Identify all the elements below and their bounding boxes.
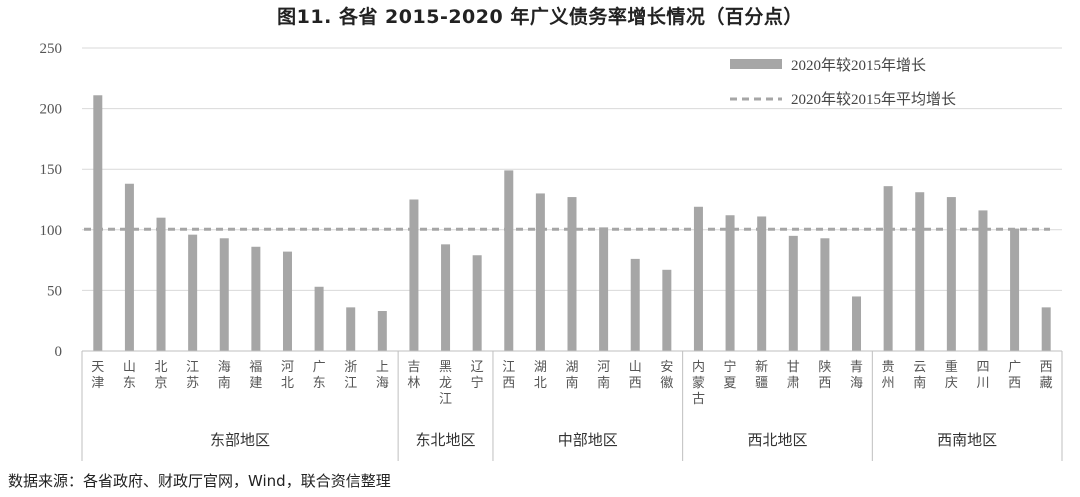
x-tick-label: 山东: [123, 360, 136, 391]
group-label: 东北地区: [416, 431, 476, 449]
x-tick-label: 贵州: [882, 360, 895, 391]
x-tick-label: 天津: [91, 360, 104, 391]
bar: [915, 192, 925, 351]
bar: [567, 197, 577, 351]
x-tick-label: 湖北: [534, 360, 547, 391]
x-tick-label: 河南: [597, 360, 610, 391]
group-label: 中部地区: [558, 431, 618, 449]
bar: [504, 170, 514, 351]
y-tick-label: 100: [40, 223, 63, 239]
bar: [852, 296, 862, 351]
legend-label-bar: 2020年较2015年增长: [791, 56, 926, 74]
x-tick-label: 广西: [1008, 360, 1021, 391]
bar: [535, 193, 545, 351]
x-tick-label: 浙江: [344, 360, 357, 391]
x-tick-label: 重庆: [945, 359, 958, 391]
group-label: 西南地区: [937, 431, 997, 449]
bar: [693, 206, 703, 351]
bar: [93, 95, 103, 351]
bar: [662, 269, 672, 351]
bar: [788, 235, 798, 351]
x-tick-label: 江西: [502, 360, 515, 391]
x-tick-label: 广东: [313, 360, 326, 391]
y-tick-label: 200: [40, 102, 63, 118]
bar-layer: [93, 95, 1051, 351]
x-tick-label: 吉林: [407, 360, 420, 391]
x-tick-label: 黑龙江: [439, 360, 452, 407]
bar: [314, 286, 324, 351]
x-tick-label: 四川: [976, 360, 989, 391]
source-note: 数据来源：各省政府、财政厅官网，Wind，联合资信整理: [8, 472, 391, 490]
group-label: 西北地区: [747, 431, 807, 449]
chart-title: 图11. 各省 2015-2020 年广义债务率增长情况（百分点）: [277, 6, 803, 28]
group-label: 东部地区: [210, 431, 270, 449]
bar: [251, 246, 261, 351]
x-tick-label: 新疆: [755, 359, 768, 391]
x-tick-label: 江苏: [186, 360, 199, 391]
bar: [1041, 307, 1051, 351]
bar: [630, 258, 640, 351]
legend-label-average: 2020年较2015年平均增长: [791, 90, 956, 108]
x-tick-label: 青海: [850, 360, 863, 391]
bar: [156, 217, 166, 351]
y-tick-label: 250: [40, 41, 63, 57]
legend: 2020年较2015年增长 2020年较2015年平均增长: [730, 56, 956, 108]
bar: [978, 210, 988, 351]
bar: [377, 311, 387, 351]
x-tick-label: 福建: [249, 360, 262, 391]
x-tick-label: 内蒙古: [692, 359, 705, 407]
bar: [1010, 228, 1020, 351]
x-tick-label: 陕西: [818, 360, 831, 391]
x-tick-label: 湖南: [565, 360, 578, 391]
x-tick-label: 上海: [376, 360, 389, 391]
x-tick-label: 河北: [281, 360, 294, 391]
x-tick-label: 西藏: [1040, 360, 1053, 391]
bar: [820, 238, 830, 351]
y-tick-label: 150: [40, 162, 63, 178]
bar: [409, 199, 419, 351]
x-tick-label: 云南: [913, 360, 926, 391]
bar: [472, 255, 482, 351]
y-tick-label: 50: [47, 283, 62, 299]
x-tick-label: 甘肃: [787, 360, 800, 391]
bar: [599, 227, 609, 351]
bar: [883, 186, 893, 351]
x-tick-label: 北京: [155, 360, 168, 391]
bar: [757, 216, 767, 351]
bar: [124, 183, 134, 351]
y-tick-label: 0: [55, 344, 63, 360]
bar: [946, 197, 956, 351]
x-tick-label: 海南: [218, 360, 231, 391]
x-tick-label: 宁夏: [724, 359, 737, 391]
bar: [188, 234, 198, 351]
bar: [441, 244, 451, 351]
x-tick-label: 安徽: [660, 360, 673, 391]
bar: [219, 238, 229, 351]
bar: [282, 251, 292, 351]
x-tick-label: 辽宁: [471, 360, 484, 391]
bar: [346, 307, 356, 351]
x-tick-label: 山西: [629, 360, 642, 391]
bar: [725, 215, 735, 351]
